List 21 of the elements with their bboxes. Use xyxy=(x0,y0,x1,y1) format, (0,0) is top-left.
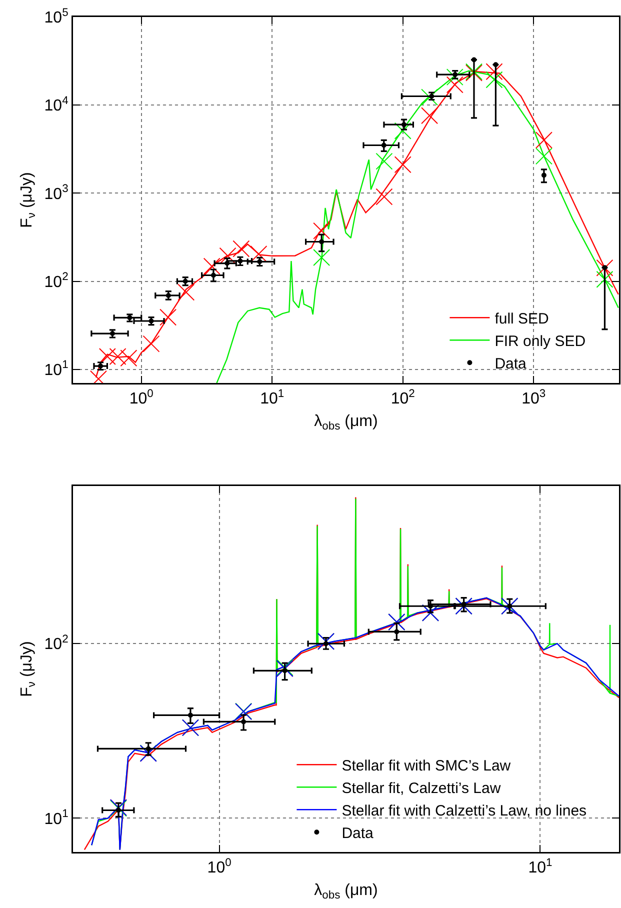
y-tick-label: 10$^{2}$ xyxy=(44,271,68,291)
x-tick-label: 10$^{2}$ xyxy=(390,388,415,408)
x-tick-label: 10$^{0}$ xyxy=(129,388,154,408)
y-tick-label: 10$^{1}$ xyxy=(44,359,68,379)
x-axis-title: λ$_{obs}$ (μm) xyxy=(314,882,378,902)
x-tick-label: 10$^{0}$ xyxy=(207,856,232,877)
legend-label: Stellar fit, Calzetti’s Law xyxy=(342,780,501,797)
y-tick-label: 10$^{3}$ xyxy=(44,183,68,203)
legend-label: Stellar fit with SMC’s Law xyxy=(342,757,511,774)
y-tick-label: 10$^{2}$ xyxy=(44,634,68,654)
x-axis-title: λ$_{obs}$ (μm) xyxy=(314,413,378,433)
legend-label: Stellar fit with Calzetti’s Law, no lines xyxy=(342,802,587,820)
legend-label: full SED xyxy=(494,310,550,328)
y-tick-label: 10$^{5}$ xyxy=(44,6,68,27)
x-tick-label: 10$^{3}$ xyxy=(522,388,546,408)
y-tick-label: 10$^{4}$ xyxy=(44,94,68,115)
y-tick-label: 10$^{1}$ xyxy=(44,808,68,828)
legend-label: Data xyxy=(342,824,374,842)
legend-label: FIR only SED xyxy=(494,332,586,350)
legend-label: Data xyxy=(494,355,528,372)
x-tick-label: 10$^{1}$ xyxy=(260,388,284,408)
